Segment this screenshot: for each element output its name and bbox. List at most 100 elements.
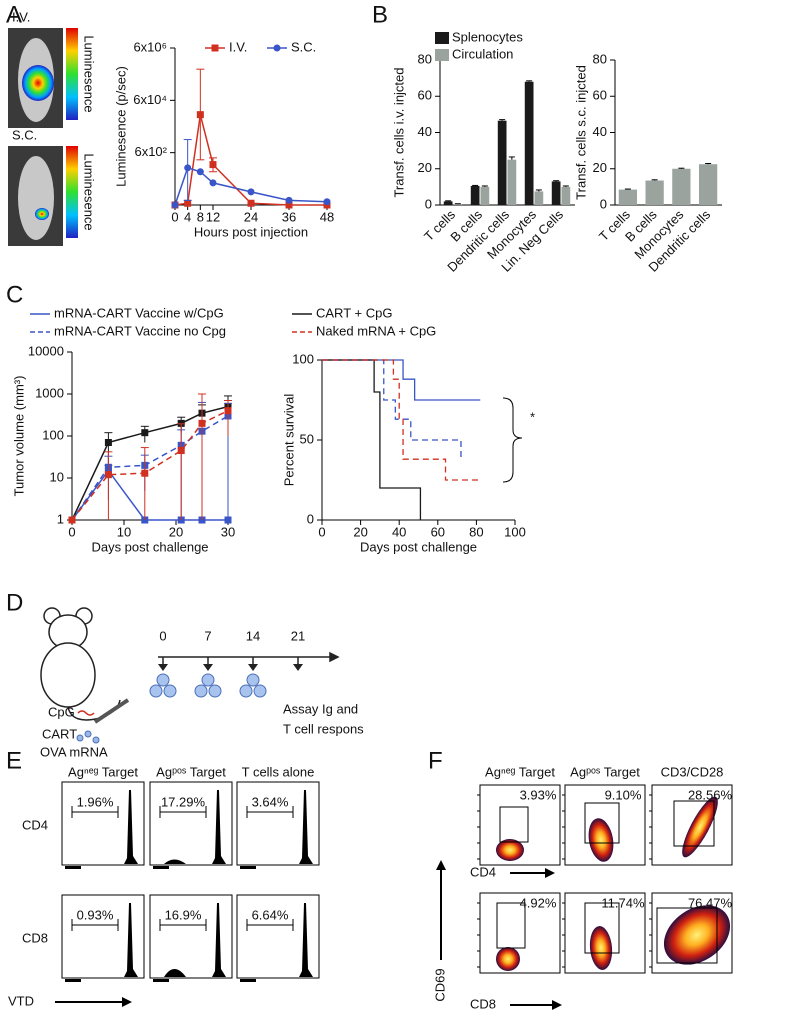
histogram-frame [236, 781, 320, 866]
axis-tick-strip [65, 866, 81, 869]
histogram [152, 903, 226, 977]
density-blob [682, 796, 718, 858]
bar [551, 181, 561, 205]
series-line [71, 469, 228, 521]
y-tick-label: 40 [418, 124, 432, 139]
y-axis-label: Luminesence (p/sec) [113, 66, 128, 187]
data-point [68, 516, 76, 524]
histogram [239, 790, 313, 864]
legend-label: mRNA-CART Vaccine w/CpG [54, 305, 224, 320]
signal-blob [35, 208, 49, 220]
gate-percent: 4.92% [520, 895, 557, 910]
gate-percent: 3.64% [252, 794, 289, 809]
x-tick-label: 100 [504, 524, 526, 539]
axis-tick-strip [240, 866, 256, 869]
survival-curve [322, 359, 481, 401]
y-tick-label: 40 [593, 124, 607, 139]
data-point [198, 419, 206, 427]
vaccine-dose [194, 684, 208, 698]
column-header: Agᵖᵒˢ Target [570, 764, 640, 779]
bar [453, 204, 463, 205]
arrow-head [545, 868, 555, 878]
column-header: Agⁿᵉᵍ Target [485, 764, 555, 779]
gate-bracket [71, 806, 119, 818]
y-tick-label: 6x10⁴ [133, 92, 167, 107]
row-label: CD8 [22, 930, 48, 945]
x-axis-label: Hours post injection [194, 224, 308, 239]
y-tick-label: 50 [300, 431, 314, 446]
x-tick-label: 80 [469, 524, 483, 539]
timeline [158, 651, 340, 663]
colorbar [66, 28, 78, 120]
data-point [247, 199, 255, 207]
dot-plot-frame [564, 892, 646, 974]
density-blob [496, 947, 520, 971]
axis-tick-strip [153, 866, 169, 869]
histogram-frame [149, 781, 233, 866]
panel-label: E [6, 747, 22, 774]
gate [656, 907, 718, 964]
gate-percent: 17.29% [161, 794, 206, 809]
density-blob [496, 839, 524, 861]
y-tick-label: 10000 [28, 343, 64, 358]
gate-bracket [246, 919, 294, 931]
gate-percent: 28.56% [688, 787, 733, 802]
data-point [184, 164, 192, 172]
x-tick-label: 10 [117, 524, 131, 539]
legend-swatch [435, 49, 449, 61]
y-axis-label: Tumor volume (mm³) [11, 376, 26, 497]
data-point [104, 439, 112, 447]
x-axis-label: VTD [8, 993, 34, 1008]
bar [698, 164, 718, 205]
gate-percent: 76.47% [688, 895, 733, 910]
x-tick-label: 24 [244, 209, 258, 224]
x-tick-label: 8 [197, 209, 204, 224]
dot-plot-frame [479, 784, 561, 866]
legend-label: Circulation [452, 46, 513, 61]
panel-label: B [372, 1, 388, 28]
vaccine-dose [253, 684, 267, 698]
dot-plot-frame [479, 892, 561, 974]
y-tick-label: 100 [292, 351, 314, 366]
y-axis-label: Percent survival [281, 394, 296, 487]
series-line [71, 415, 229, 521]
legend-label: S.C. [291, 39, 316, 54]
timeline-label: 14 [246, 628, 260, 643]
density-blob [588, 818, 614, 862]
data-point [141, 469, 149, 477]
x-tick-label: 36 [282, 209, 296, 224]
x-tick-label: 48 [320, 209, 334, 224]
gate-percent: 16.9% [165, 907, 202, 922]
x-tick-label: 20 [169, 524, 183, 539]
vaccine-dose [239, 684, 253, 698]
arrow-head [248, 664, 258, 671]
gate-bracket [246, 806, 294, 818]
colorbar-label: Luminesence [82, 35, 97, 112]
assay-label: Assay Ig and [283, 701, 358, 716]
survival-curve [322, 359, 481, 481]
data-point [209, 179, 217, 187]
gate [584, 902, 620, 954]
axis-tick-strip [65, 979, 81, 982]
y-tick-label: 100 [42, 427, 64, 442]
y-tick-label: 80 [593, 51, 607, 66]
survival-bracket [502, 397, 523, 483]
injection-label: CpG [48, 704, 75, 719]
data-point [247, 188, 255, 196]
gate [673, 800, 715, 847]
legend-label: CART + CpG [316, 305, 392, 320]
gate-percent: 6.64% [252, 907, 289, 922]
bar [497, 120, 507, 205]
arrow-head [293, 664, 303, 671]
gate-percent: 9.10% [605, 787, 642, 802]
gate [499, 806, 529, 843]
x-axis-label: Days post challenge [91, 539, 208, 554]
vaccine-dose [201, 673, 215, 687]
bar [524, 81, 534, 205]
histogram [64, 903, 138, 977]
mouse-silhouette [18, 156, 54, 240]
y-tick-label: 0 [600, 196, 607, 211]
y-tick-label: 6x10⁶ [133, 39, 167, 54]
dot-plot-frame [651, 784, 733, 866]
data-point [285, 196, 293, 204]
